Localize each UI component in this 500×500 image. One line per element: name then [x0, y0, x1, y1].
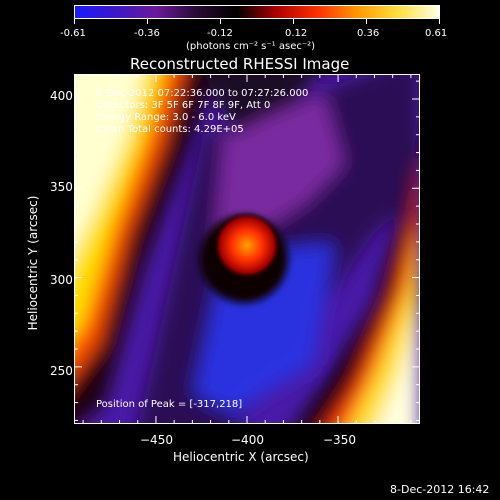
colorbar-tick-label: -0.12 [207, 28, 233, 39]
annotation-energy: Energy Range: 3.0 - 6.0 keV [96, 112, 236, 123]
heatmap-field [74, 74, 420, 424]
y-tick-label: 350 [50, 180, 73, 194]
annotation-peak: Position of Peak = [-317,218] [96, 399, 243, 410]
colorbar-ticks [74, 19, 440, 25]
x-tick-label: −450 [140, 433, 173, 447]
y-tick-label: 400 [50, 89, 73, 103]
annotation-method: Clean Total counts: 4.29E+05 [96, 124, 244, 135]
colorbar-tick [147, 19, 148, 24]
x-tick-label: −350 [323, 433, 356, 447]
colorbar-tick-label: 0.61 [425, 28, 448, 39]
colorbar-tick-label: 0.36 [357, 28, 380, 39]
y-axis-label: Heliocentric Y (arcsec) [26, 195, 40, 331]
colorbar-units: (photons cm⁻² s⁻¹ asec⁻²) [186, 41, 316, 52]
y-tick-label: 300 [50, 273, 73, 287]
chart-title: Reconstructed RHESSI Image [130, 55, 350, 73]
colorbar-tick [439, 19, 440, 24]
footer-timestamp: 8-Dec-2012 16:42 [390, 483, 490, 496]
colorbar [74, 5, 440, 19]
colorbar-tick-label: -0.36 [134, 28, 160, 39]
colorbar-tick-label: -0.61 [60, 28, 86, 39]
peak-source [213, 211, 281, 280]
plot-area [74, 74, 420, 424]
annotation-time-range: 8-Dec-2012 07:22:36.000 to 07:27:26.000 [96, 88, 309, 99]
y-tick-label: 250 [50, 364, 73, 378]
colorbar-tick [293, 19, 294, 24]
annotation-detectors: Detectors: 3F 5F 6F 7F 8F 9F, Att 0 [96, 100, 271, 111]
x-axis-label: Heliocentric X (arcsec) [173, 450, 309, 464]
colorbar-tick [74, 19, 75, 24]
colorbar-tick [366, 19, 367, 24]
colorbar-tick [220, 19, 221, 24]
colorbar-tick-label: 0.12 [285, 28, 308, 39]
x-tick-label: −400 [231, 433, 264, 447]
